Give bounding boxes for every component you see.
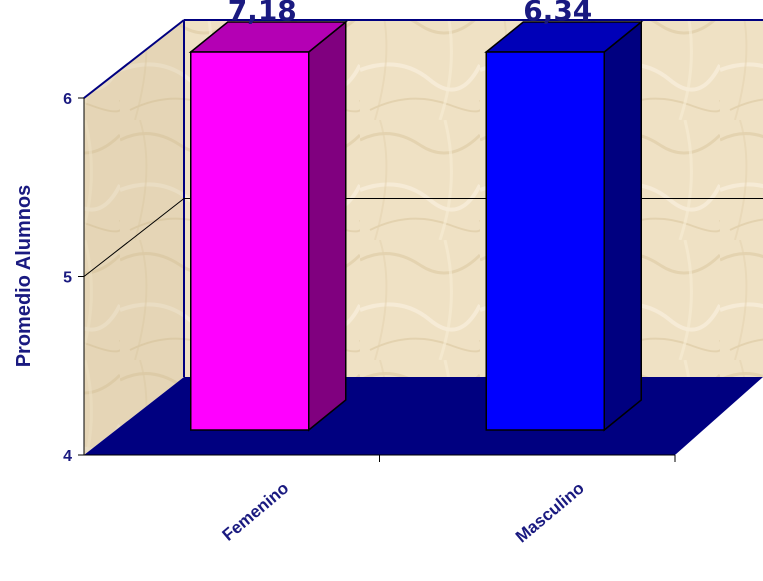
bar: 7,18 <box>188 0 348 432</box>
gridline-side <box>83 198 185 277</box>
bar-side <box>603 20 642 432</box>
x-axis: Femenino Masculino <box>219 455 676 547</box>
y-tick-label: 6 <box>63 91 72 108</box>
x-tick-label: Masculino <box>512 479 588 547</box>
floor <box>84 377 763 455</box>
side-wall-top-edge <box>83 19 185 99</box>
bar-front <box>485 51 605 431</box>
y-axis-title: Promedio Alumnos <box>13 185 35 368</box>
bar-side <box>308 20 347 432</box>
bar-front <box>190 51 310 431</box>
data-label: 7,18 <box>228 0 297 27</box>
bars: 7,18 6,34 <box>188 0 644 432</box>
y-tick-label: 5 <box>63 270 72 287</box>
data-label: 6,34 <box>523 0 592 27</box>
x-tick-label: Femenino <box>219 479 293 545</box>
bar: 6,34 <box>484 0 644 432</box>
y-tick-label: 4 <box>63 448 72 465</box>
